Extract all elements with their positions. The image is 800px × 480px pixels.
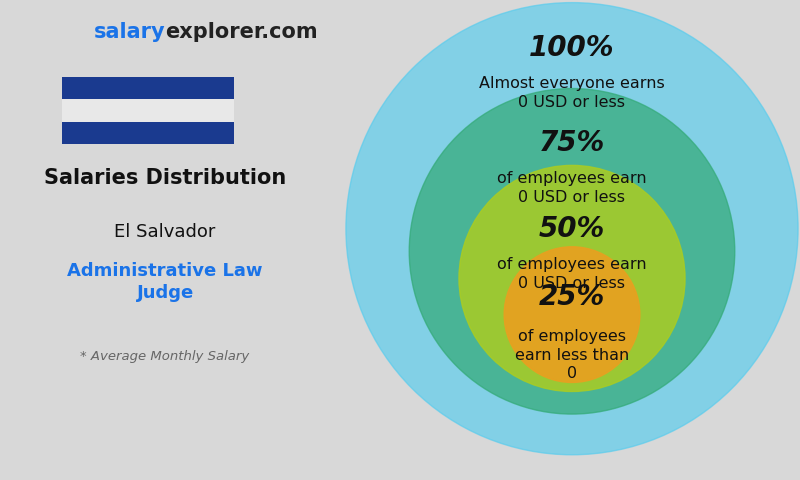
Text: Administrative Law
Judge: Administrative Law Judge: [67, 262, 263, 302]
Text: of employees
earn less than
0: of employees earn less than 0: [515, 329, 629, 382]
Circle shape: [504, 247, 640, 383]
Text: 50%: 50%: [539, 215, 605, 243]
Bar: [62, 121, 234, 144]
Text: salary: salary: [94, 22, 165, 42]
Text: * Average Monthly Salary: * Average Monthly Salary: [81, 350, 250, 363]
Text: El Salvador: El Salvador: [114, 223, 216, 241]
Text: 100%: 100%: [530, 34, 614, 62]
Bar: [62, 99, 234, 121]
Circle shape: [410, 88, 734, 414]
Text: 25%: 25%: [539, 283, 605, 311]
Text: of employees earn
0 USD or less: of employees earn 0 USD or less: [497, 171, 647, 205]
Bar: [62, 77, 234, 99]
Circle shape: [459, 166, 685, 392]
Text: 75%: 75%: [539, 129, 605, 157]
Text: Salaries Distribution: Salaries Distribution: [44, 168, 286, 188]
Text: Almost everyone earns
0 USD or less: Almost everyone earns 0 USD or less: [479, 76, 665, 110]
Text: explorer.com: explorer.com: [165, 22, 318, 42]
Text: of employees earn
0 USD or less: of employees earn 0 USD or less: [497, 257, 647, 291]
Circle shape: [346, 2, 798, 455]
